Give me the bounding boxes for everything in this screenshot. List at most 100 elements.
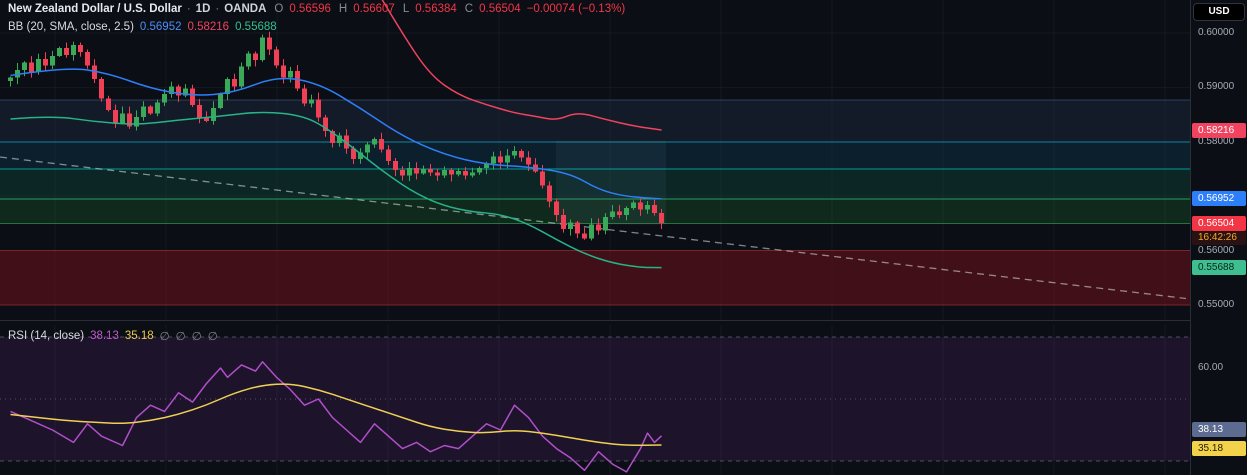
bb-lower-line	[10, 111, 662, 269]
rsi-axis-label: 60.00	[1198, 362, 1224, 373]
candle-body	[246, 53, 251, 67]
rsi-pane-canvas[interactable]	[0, 325, 1190, 475]
price-axis-badge: 0.58216	[1192, 122, 1246, 138]
price-axis[interactable]: USD 0.600000.590000.580000.570000.560000…	[1190, 0, 1247, 475]
candle-body	[659, 213, 664, 224]
candle-body	[372, 139, 377, 145]
candle-body	[421, 169, 426, 174]
candle-body	[603, 216, 608, 231]
symbol-legend[interactable]: New Zealand Dollar / U.S. Dollar · 1D · …	[8, 3, 625, 15]
rsi-lines-layer	[10, 361, 663, 473]
candle-body	[386, 149, 391, 161]
candle-body	[610, 211, 615, 217]
open-value: 0.56596	[289, 3, 331, 15]
candle-body	[253, 53, 258, 61]
price-zone	[0, 169, 1190, 199]
candle-body	[617, 211, 622, 216]
candle-body	[568, 222, 573, 229]
candle-body	[323, 117, 328, 131]
candle-body	[8, 77, 13, 81]
candle-body	[190, 88, 195, 105]
price-axis-badge: 0.56504	[1192, 215, 1246, 231]
candle-body	[155, 102, 160, 114]
candle-body	[575, 222, 580, 234]
candle-body	[463, 171, 468, 176]
candle-body	[43, 59, 48, 66]
candle-body	[554, 201, 559, 216]
candle-body	[113, 110, 118, 123]
candle-body	[540, 171, 545, 186]
candle-body	[309, 99, 314, 104]
candle-body	[106, 98, 111, 111]
candle-body	[561, 215, 566, 229]
rsi-axis-badge: 38.13	[1192, 422, 1246, 438]
candle-body	[281, 65, 286, 78]
candle-body	[176, 86, 181, 96]
candle-body	[57, 48, 62, 56]
bb-basis-line	[10, 68, 662, 200]
candle-body	[141, 106, 146, 117]
candle-body	[127, 113, 132, 127]
candle-body	[218, 93, 223, 109]
bollinger-lines-layer	[10, 0, 662, 269]
candle-body	[365, 144, 370, 153]
candle-body	[393, 160, 398, 171]
candle-body	[330, 130, 335, 143]
pane-separator[interactable]	[0, 320, 1247, 321]
candle-body	[239, 66, 244, 87]
candle-body	[120, 113, 125, 123]
bar-countdown-timer: 16:42:26	[1192, 231, 1246, 246]
rsi-line	[10, 361, 663, 473]
price-axis-badge: 0.56952	[1192, 191, 1246, 207]
candle-body	[50, 55, 55, 66]
rsi-hidden-value: ∅	[191, 331, 202, 343]
rsi-value: 38.13	[90, 330, 119, 342]
low-label: L	[402, 3, 410, 15]
candle-body	[22, 62, 27, 70]
candle-body	[624, 208, 629, 216]
candle-body	[267, 37, 272, 50]
candle-body	[498, 156, 503, 163]
candle-body	[351, 148, 356, 160]
main-price-chart-canvas[interactable]	[0, 0, 1190, 320]
rsi-band-lines	[0, 325, 1190, 475]
candle-body	[260, 37, 265, 61]
open-label: O	[274, 3, 284, 15]
rsi-band-fill	[0, 337, 1190, 461]
candle-body	[29, 62, 34, 73]
rsi-ma-line	[10, 383, 662, 447]
candle-body	[428, 169, 433, 173]
timeframe-label[interactable]: 1D	[195, 3, 211, 15]
candle-body	[316, 99, 321, 118]
candle-body	[211, 108, 216, 122]
low-value: 0.56384	[415, 3, 457, 15]
price-axis-label: 0.60000	[1198, 27, 1235, 38]
candle-body	[197, 104, 202, 118]
candle-body	[64, 48, 69, 55]
currency-toggle-button[interactable]: USD	[1193, 3, 1245, 21]
candle-body	[162, 93, 167, 103]
bb-basis-value: 0.56952	[139, 21, 182, 33]
rsi-legend[interactable]: RSI (14, close) 38.13 35.18 ∅ ∅ ∅ ∅	[8, 329, 218, 343]
rsi-axis-badge: 35.18	[1192, 441, 1246, 457]
candle-body	[547, 185, 552, 202]
candle-body	[85, 52, 90, 66]
candle-body	[526, 157, 531, 165]
bb-upper-value: 0.58216	[187, 21, 230, 33]
candle-body	[358, 152, 363, 160]
candle-body	[512, 151, 517, 156]
candle-body	[484, 163, 489, 168]
bollinger-legend[interactable]: BB (20, SMA, close, 2.5) 0.56952 0.58216…	[8, 21, 277, 33]
candle-body	[78, 44, 83, 53]
candle-body	[92, 65, 97, 80]
high-value: 0.56607	[353, 3, 395, 15]
bb-indicator-label: BB (20, SMA, close, 2.5)	[8, 21, 134, 33]
price-axis-label: 0.59000	[1198, 81, 1235, 93]
candle-body	[288, 71, 293, 78]
rsi-indicator-label: RSI (14, close)	[8, 330, 85, 342]
candle-body	[148, 106, 153, 114]
candle-body	[225, 79, 230, 94]
candle-body	[274, 49, 279, 66]
candle-body	[183, 88, 188, 96]
